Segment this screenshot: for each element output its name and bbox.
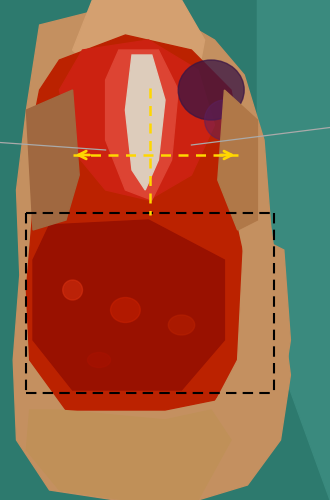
Polygon shape	[13, 10, 290, 500]
Ellipse shape	[63, 280, 82, 300]
Ellipse shape	[168, 315, 195, 335]
Ellipse shape	[178, 60, 244, 120]
Ellipse shape	[111, 298, 140, 322]
Ellipse shape	[205, 100, 244, 140]
Polygon shape	[73, 0, 205, 90]
Polygon shape	[26, 90, 79, 230]
Polygon shape	[211, 230, 290, 490]
Polygon shape	[26, 35, 251, 410]
Polygon shape	[218, 90, 257, 230]
Ellipse shape	[87, 352, 111, 368]
Polygon shape	[257, 0, 330, 500]
Polygon shape	[26, 410, 231, 500]
Polygon shape	[125, 55, 165, 190]
Polygon shape	[33, 220, 224, 390]
Polygon shape	[106, 50, 178, 200]
Polygon shape	[59, 40, 215, 200]
